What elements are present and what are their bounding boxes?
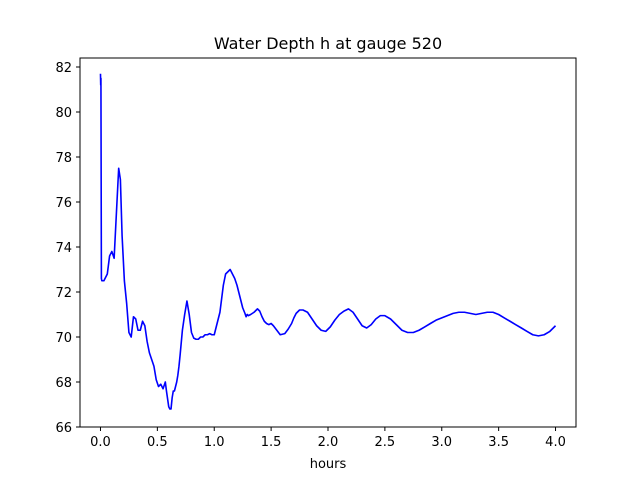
y-tick-label: 72 bbox=[55, 286, 72, 301]
y-tick-label: 80 bbox=[55, 106, 72, 121]
x-tick-label: 0.0 bbox=[90, 435, 111, 450]
y-tick-label: 66 bbox=[55, 421, 72, 436]
x-tick-label: 2.0 bbox=[318, 435, 339, 450]
axes-frame bbox=[79, 57, 577, 428]
x-axis-label: hours bbox=[310, 457, 347, 472]
x-tick-label: 0.5 bbox=[147, 435, 168, 450]
y-axis-ticks: 66 68 70 72 74 76 78 80 82 bbox=[55, 61, 80, 436]
y-tick-label: 78 bbox=[55, 151, 72, 166]
x-tick-label: 4.0 bbox=[545, 435, 566, 450]
series-line-0 bbox=[99, 73, 557, 410]
x-tick-label: 2.5 bbox=[375, 435, 396, 450]
x-tick-label: 1.5 bbox=[261, 435, 282, 450]
plot-area bbox=[99, 73, 557, 410]
y-tick-label: 70 bbox=[55, 331, 72, 346]
x-tick-label: 3.5 bbox=[488, 435, 509, 450]
chart-title: Water Depth h at gauge 520 bbox=[214, 34, 442, 53]
y-tick-label: 74 bbox=[55, 241, 72, 256]
y-tick-label: 76 bbox=[55, 196, 72, 211]
x-axis-ticks: 0.0 0.5 1.0 1.5 2.0 2.5 3.0 3.5 4.0 bbox=[90, 427, 566, 450]
y-tick-label: 68 bbox=[55, 376, 72, 391]
x-tick-label: 1.0 bbox=[204, 435, 225, 450]
y-tick-label: 82 bbox=[55, 61, 72, 76]
x-tick-label: 3.0 bbox=[431, 435, 452, 450]
